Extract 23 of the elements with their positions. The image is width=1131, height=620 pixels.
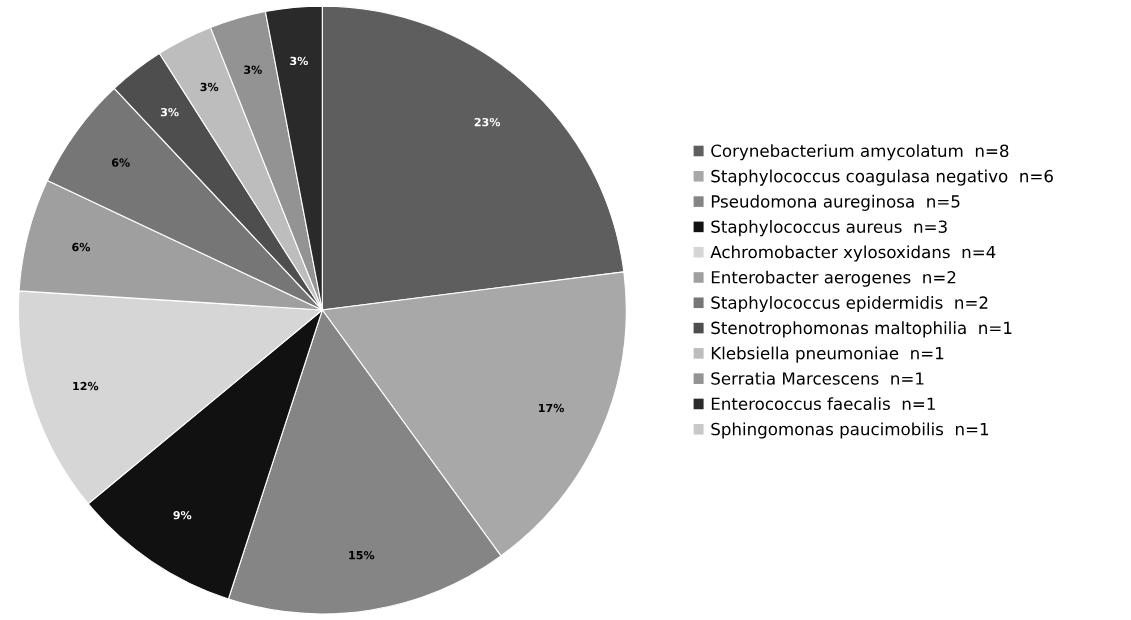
data-label: 3% — [160, 107, 179, 117]
legend-label: Achromobacter xylosoxidans n=4 — [710, 245, 996, 262]
legend-label: Staphylococcus aureus n=3 — [711, 220, 947, 237]
legend-label: Sphingomonas paucimobilis n=1 — [711, 422, 989, 439]
legend-label: Klebsiella pneumoniae n=1 — [711, 346, 944, 363]
data-label: 12% — [73, 381, 99, 391]
legend-label: Staphylococcus coagulasa negativo n=6 — [711, 169, 1053, 186]
data-label: 6% — [111, 158, 130, 167]
legend-label: Serratia Marcescens n=1 — [711, 371, 924, 385]
data-label: 23% — [474, 117, 501, 127]
legend-label: Corynebacterium amycolatum n=8 — [711, 144, 1009, 161]
data-label: 3% — [244, 65, 262, 74]
data-label: 17% — [539, 403, 564, 413]
legend-label: Stenotrophomonas maltophilia n=1 — [711, 321, 1012, 338]
data-label: 9% — [173, 510, 192, 520]
legend-label: Enterococcus faecalis n=1 — [711, 397, 935, 411]
legend-label: Staphylococcus epidermidis n=2 — [711, 295, 988, 313]
data-label: 3% — [290, 56, 308, 66]
legend-label: Enterobacter aerogenes n=2 — [711, 270, 956, 287]
data-label: 6% — [72, 242, 91, 252]
legend-label: Pseudomona aureginosa n=5 — [711, 194, 960, 211]
data-label: 3% — [200, 82, 219, 92]
data-label: 15% — [349, 550, 375, 560]
